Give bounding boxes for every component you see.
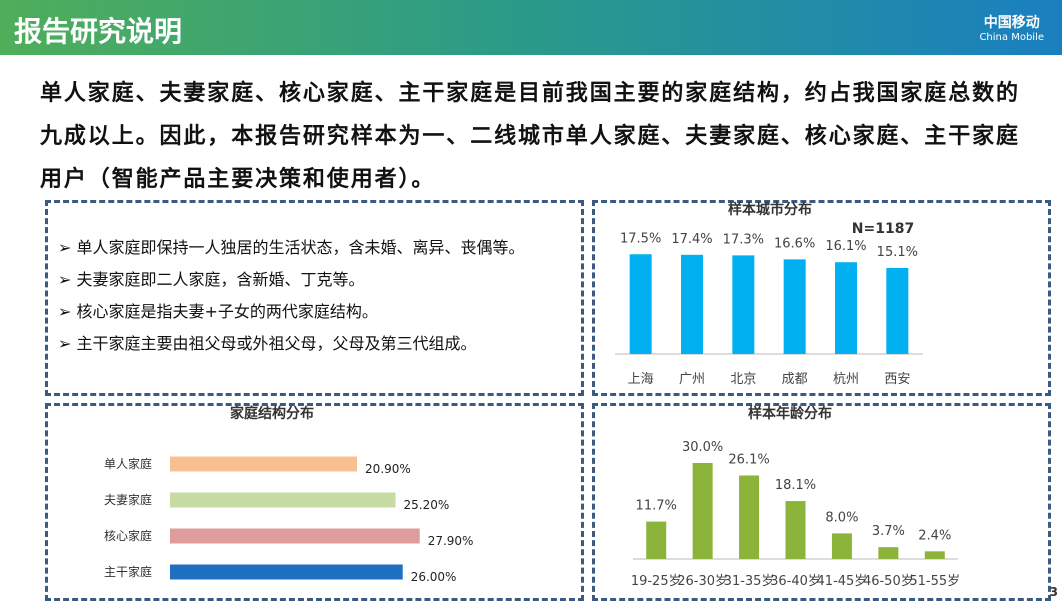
panel (592, 403, 1051, 601)
value-label: 27.90% (428, 534, 474, 548)
value-label: 26.00% (411, 570, 457, 584)
bar (170, 456, 358, 472)
bar (646, 521, 667, 559)
chart-title: 样本年龄分布 (748, 405, 832, 422)
category-label: 41-45岁 (817, 574, 868, 589)
intro-text: 单人家庭、夫妻家庭、核心家庭、主干家庭是目前我国主要的家庭结构，约占我国家庭总数… (40, 81, 1020, 192)
definition: 核心家庭是指夫妻+子女的两代家庭结构。 (58, 296, 525, 328)
category-label: 上海 (628, 372, 654, 387)
category-label: 杭州 (833, 372, 859, 387)
value-label: 15.1% (877, 245, 918, 260)
slide-title: 报告研究说明 (14, 15, 183, 48)
value-label: 26.1% (728, 452, 769, 467)
chart-title: 样本城市分布 (728, 201, 812, 218)
value-label: 2.4% (918, 528, 951, 543)
category-label: 19-25岁 (631, 574, 682, 589)
category-label: 成都 (782, 372, 808, 387)
value-label: 8.0% (825, 510, 858, 525)
bar (886, 267, 909, 354)
panel (45, 200, 584, 396)
bar (831, 533, 852, 559)
category-label: 31-35岁 (724, 574, 775, 589)
header-band: 报告研究说明 中国移动 China Mobile (0, 0, 1062, 55)
bar (170, 492, 396, 508)
category-label: 核心家庭 (104, 528, 152, 543)
category-label: 单人家庭 (104, 456, 152, 471)
panel (592, 200, 1051, 396)
definition: 单人家庭即保持一人独居的生活状态，含未婚、离异、丧偶等。 (58, 232, 525, 264)
category-label: 51-55岁 (909, 574, 960, 589)
bar (785, 501, 806, 559)
value-label: 18.1% (775, 478, 816, 493)
value-label: 16.6% (774, 236, 815, 251)
bar (170, 564, 403, 580)
bar (170, 528, 420, 544)
bar (681, 254, 703, 354)
category-label: 主干家庭 (104, 564, 152, 579)
value-label: 11.7% (636, 499, 677, 514)
bar (732, 255, 755, 354)
annotation: N=1187 (852, 221, 914, 237)
bar (783, 259, 806, 354)
category-label: 西安 (884, 372, 910, 387)
value-label: 17.5% (620, 231, 661, 246)
logo: 中国移动 China Mobile (979, 12, 1044, 43)
chart-title: 家庭结构分布 (230, 405, 314, 422)
value-label: 17.4% (671, 232, 712, 247)
value-label: 16.1% (825, 239, 866, 254)
bar (629, 254, 652, 354)
category-label: 46-50岁 (863, 574, 914, 589)
logo-en: China Mobile (979, 32, 1044, 43)
bar (835, 262, 857, 354)
definition: 夫妻家庭即二人家庭，含新婚、丁克等。 (58, 264, 525, 296)
bar (924, 551, 945, 559)
category-label: 夫妻家庭 (104, 492, 152, 507)
value-label: 25.20% (404, 498, 450, 512)
bar (878, 547, 899, 559)
bar (692, 463, 713, 559)
value-label: 17.3% (723, 232, 764, 247)
category-label: 广州 (679, 372, 705, 387)
panel (45, 403, 584, 601)
value-label: 3.7% (872, 524, 905, 539)
bar (739, 475, 760, 559)
page-number: 3 (1049, 585, 1058, 599)
value-label: 30.0% (682, 440, 723, 455)
definition-list: 单人家庭即保持一人独居的生活状态，含未婚、离异、丧偶等。 夫妻家庭即二人家庭，含… (58, 232, 525, 360)
category-label: 北京 (730, 372, 756, 387)
definition: 主干家庭主要由祖父母或外祖父母，父母及第三代组成。 (58, 328, 525, 360)
value-label: 20.90% (365, 462, 411, 476)
category-label: 26-30岁 (677, 574, 728, 589)
logo-cn: 中国移动 (983, 15, 1040, 31)
category-label: 36-40岁 (770, 574, 821, 589)
